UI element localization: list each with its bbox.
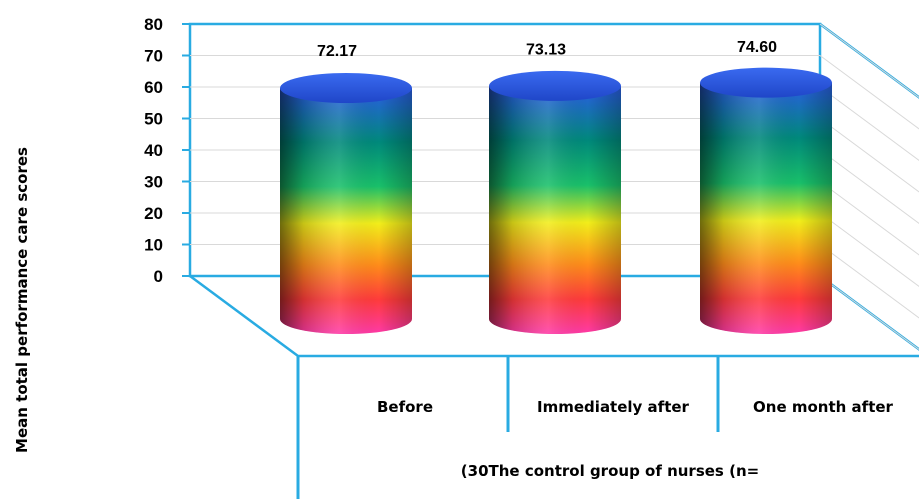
y-tick-label: 80 xyxy=(144,15,163,34)
bar-before xyxy=(280,73,412,334)
side-gridline xyxy=(819,212,919,287)
bar-shade xyxy=(489,85,621,334)
bar-top xyxy=(700,67,832,98)
y-tick-label: 50 xyxy=(144,110,163,129)
bar-top xyxy=(489,70,621,101)
x-axis-title: (30The control group of nurses (n= xyxy=(461,462,759,480)
bar-top xyxy=(280,73,412,103)
data-labels: 72.17 73.13 74.60 xyxy=(317,39,777,60)
y-tick-label: 0 xyxy=(154,267,163,286)
data-label: 74.60 xyxy=(737,39,777,56)
y-tick-label: 70 xyxy=(144,47,163,66)
y-tick-label: 40 xyxy=(144,141,163,160)
side-gridline xyxy=(819,86,919,161)
y-tick-label: 10 xyxy=(144,236,163,255)
side-gridline xyxy=(819,181,919,256)
side-gridline xyxy=(819,55,919,130)
side-gridline xyxy=(819,118,919,193)
y-axis-ticks: 0 10 20 30 40 50 60 70 80 xyxy=(144,15,190,286)
category-labels: Before Immediately after One month after xyxy=(377,398,894,416)
y-tick-label: 60 xyxy=(144,78,163,97)
category-label: One month after xyxy=(753,398,894,416)
side-gridline xyxy=(819,23,919,98)
category-label: Before xyxy=(377,398,433,416)
bar-one-month-after xyxy=(700,67,832,335)
bar-immediately-after xyxy=(489,70,621,334)
y-axis-title: Mean total performance care scores xyxy=(13,147,31,453)
side-gridline xyxy=(819,149,919,224)
side-gridline xyxy=(819,244,919,319)
bar-shade xyxy=(700,82,832,335)
data-label: 73.13 xyxy=(526,41,566,58)
side-wall xyxy=(819,22,919,99)
bars xyxy=(280,67,832,335)
y-tick-label: 20 xyxy=(144,204,163,223)
side-gridline xyxy=(819,275,919,350)
category-label: Immediately after xyxy=(537,398,689,416)
bar-shade xyxy=(280,88,412,334)
y-tick-label: 30 xyxy=(144,173,163,192)
data-label: 72.17 xyxy=(317,43,357,60)
